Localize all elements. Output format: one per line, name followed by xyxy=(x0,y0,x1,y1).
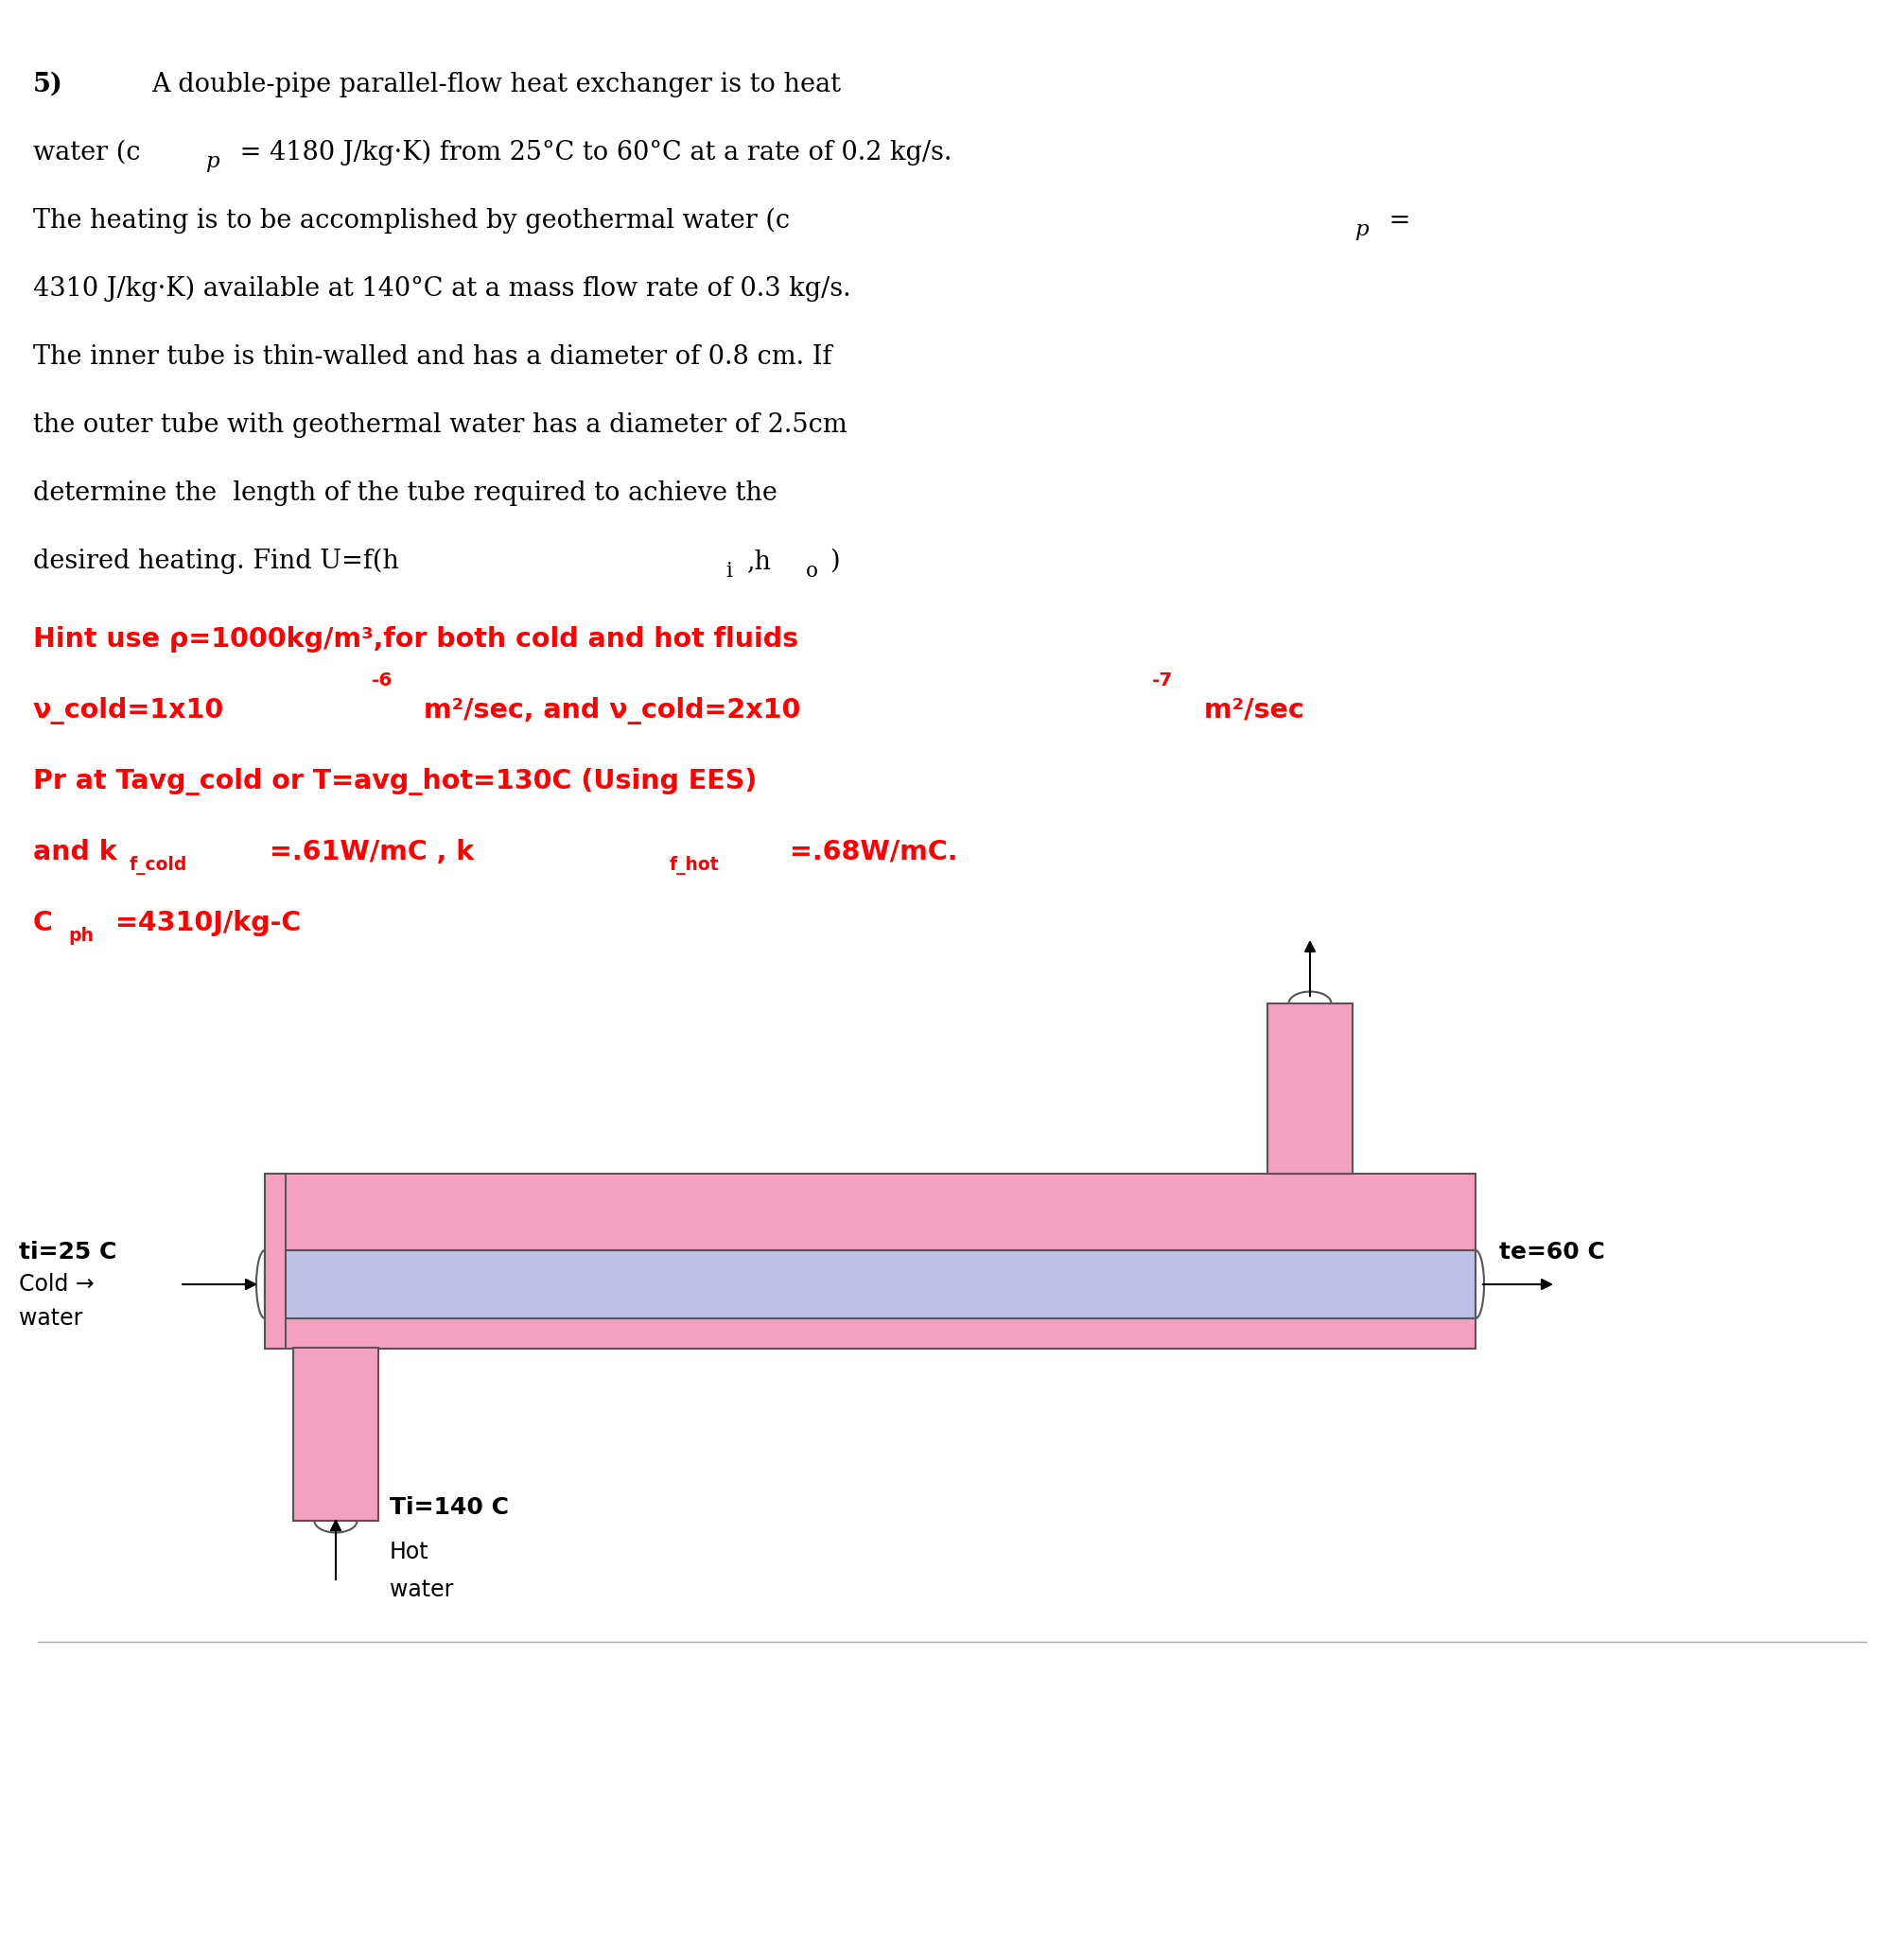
Text: The inner tube is thin-walled and has a diameter of 0.8 cm. If: The inner tube is thin-walled and has a … xyxy=(32,344,832,370)
Text: Hint use ρ=1000kg/m³,for both cold and hot fluids: Hint use ρ=1000kg/m³,for both cold and h… xyxy=(32,627,798,652)
Text: ν_cold=1x10: ν_cold=1x10 xyxy=(32,697,225,724)
Text: p: p xyxy=(1354,219,1369,240)
Text: water (c: water (c xyxy=(32,139,141,166)
Bar xyxy=(265,1175,1476,1349)
Text: C: C xyxy=(32,909,53,937)
Text: m²/sec, and ν_cold=2x10: m²/sec, and ν_cold=2x10 xyxy=(415,697,800,724)
Bar xyxy=(293,1347,379,1521)
Text: water: water xyxy=(19,1306,82,1329)
Text: ,h: ,h xyxy=(746,548,771,575)
Text: ): ) xyxy=(830,548,840,575)
Text: -6: -6 xyxy=(371,671,392,689)
Text: water: water xyxy=(390,1579,453,1600)
Text: ti=25 C: ti=25 C xyxy=(19,1240,116,1264)
Text: =4310J/kg-C: =4310J/kg-C xyxy=(116,909,301,937)
Text: 4310 J/kg·K) available at 140°C at a mass flow rate of 0.3 kg/s.: 4310 J/kg·K) available at 140°C at a mas… xyxy=(32,277,851,302)
Text: i: i xyxy=(725,561,731,582)
Text: determine the  length of the tube required to achieve the: determine the length of the tube require… xyxy=(32,480,777,505)
Text: desired heating. Find U=f(h: desired heating. Find U=f(h xyxy=(32,548,400,575)
Bar xyxy=(1268,1004,1352,1175)
Text: A double-pipe parallel-flow heat exchanger is to heat: A double-pipe parallel-flow heat exchang… xyxy=(150,72,842,97)
Text: Pr at Tavg_cold or T=avg_hot=130C (Using EES): Pr at Tavg_cold or T=avg_hot=130C (Using… xyxy=(32,768,758,795)
Text: =: = xyxy=(1380,209,1411,234)
Text: =.61W/mC , k: =.61W/mC , k xyxy=(270,840,474,865)
Text: the outer tube with geothermal water has a diameter of 2.5cm: the outer tube with geothermal water has… xyxy=(32,412,847,437)
Text: = 4180 J/kg·K) from 25°C to 60°C at a rate of 0.2 kg/s.: = 4180 J/kg·K) from 25°C to 60°C at a ra… xyxy=(232,139,952,166)
Text: =.68W/mC.: =.68W/mC. xyxy=(790,840,958,865)
Text: o: o xyxy=(805,561,819,582)
Text: Cold →: Cold → xyxy=(19,1273,93,1296)
Text: and k: and k xyxy=(32,840,116,865)
Text: f_hot: f_hot xyxy=(670,855,720,875)
Text: -7: -7 xyxy=(1152,671,1173,689)
Text: te=60 C: te=60 C xyxy=(1498,1240,1605,1264)
Text: p: p xyxy=(206,151,219,172)
Text: 5): 5) xyxy=(32,72,63,97)
Text: Ti=140 C: Ti=140 C xyxy=(390,1496,508,1519)
Text: The heating is to be accomplished by geothermal water (c: The heating is to be accomplished by geo… xyxy=(32,209,790,234)
Text: m²/sec: m²/sec xyxy=(1194,697,1304,724)
Text: ph: ph xyxy=(69,927,93,944)
Bar xyxy=(265,1250,1476,1318)
Text: f_cold: f_cold xyxy=(129,855,188,875)
Text: Hot: Hot xyxy=(390,1540,428,1563)
Bar xyxy=(265,1175,286,1349)
